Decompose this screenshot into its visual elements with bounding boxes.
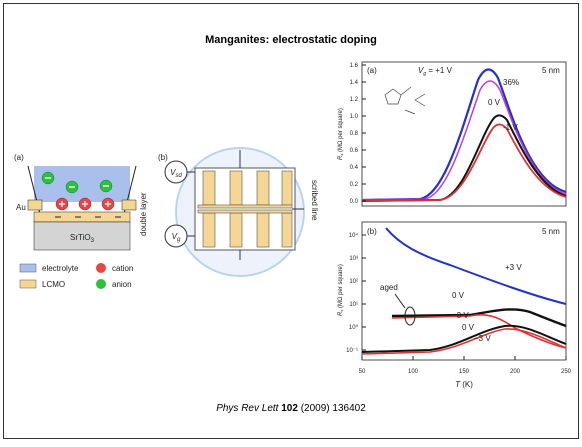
curve — [361, 123, 567, 202]
annotation: −3 V — [452, 311, 469, 320]
substrate-label: SrTiO3 — [70, 233, 95, 244]
annotation: Vg = +1 V — [418, 66, 453, 77]
electrolyte — [34, 166, 130, 202]
y-tick-label: 10¹ — [349, 302, 358, 308]
x-tick-label: 50 — [359, 369, 366, 375]
scribed-label: scribed line — [310, 180, 319, 221]
curve — [361, 328, 567, 355]
legend-swatch — [96, 263, 106, 273]
annotation: -1 V — [503, 123, 518, 132]
annotation: aged — [380, 283, 398, 292]
annotation: 0 V — [452, 291, 465, 300]
legend-label: LCMO — [42, 280, 65, 289]
curve — [385, 227, 567, 305]
au-pad — [121, 199, 137, 211]
x-tick-label: 150 — [459, 369, 470, 375]
legend-swatch — [19, 279, 37, 289]
x-tick-label: 250 — [561, 369, 572, 375]
y-tick-label: 1.6 — [350, 63, 359, 69]
au-label: Au — [16, 203, 26, 212]
y-axis-label: Rs (MΩ per square) — [338, 264, 344, 316]
curve — [361, 80, 567, 201]
y-tick-label: 1.4 — [350, 80, 359, 86]
y-tick-label: 10⁻¹ — [346, 348, 358, 354]
y-tick-label: 10² — [349, 279, 358, 285]
citation: Phys Rev Lett 102 (2009) 136402 — [216, 403, 366, 414]
schematic-a: (a) Au SrTiO3 double layer electrolyte c… — [14, 153, 148, 289]
terminal — [164, 160, 188, 184]
annotation: 5 nm — [542, 227, 560, 236]
panel-label: (b) — [367, 227, 377, 236]
vg-label: Vg — [172, 232, 181, 243]
y-tick-label: 0.2 — [350, 182, 359, 188]
annotation: 5 nm — [542, 66, 560, 75]
x-tick-label: 200 — [510, 369, 521, 375]
panel-label: (a) — [367, 66, 377, 75]
wires — [185, 150, 304, 260]
annotation: 36% — [503, 78, 519, 87]
y-tick-label: 1.2 — [350, 97, 359, 103]
aged-marker — [404, 306, 416, 326]
substrate — [33, 221, 131, 251]
fingers — [197, 170, 293, 248]
annotation: −3 V — [474, 334, 491, 343]
y-tick-label: 1.0 — [350, 114, 359, 120]
annotation: 0 V — [462, 323, 475, 332]
y-axis-label: Rs (MΩ per square) — [338, 108, 344, 160]
curve — [361, 324, 567, 353]
y-tick-label: 0.6 — [350, 148, 359, 154]
au-pad — [27, 199, 43, 211]
y-tick-label: 10⁰ — [349, 324, 359, 331]
terminal — [164, 224, 188, 248]
plot-frame — [361, 61, 567, 207]
legend-swatch — [19, 263, 37, 273]
panel-label: (a) — [14, 153, 24, 162]
molecule — [384, 86, 426, 115]
legend-label: electrolyte — [42, 264, 79, 273]
y-tick-label: 10⁴ — [349, 232, 359, 239]
y-tick-label: 0.8 — [350, 131, 359, 137]
plus-signs — [59, 201, 111, 207]
legend-swatch — [96, 279, 106, 289]
annotation: 0 V — [488, 98, 501, 107]
schematic-b: (b) Vsd Vg scribed line — [158, 147, 319, 277]
x-axis-label: T (K) — [455, 380, 473, 389]
annotation: +3 V — [505, 263, 522, 272]
x-tick-label: 100 — [408, 369, 419, 375]
plots: (a) Vg = +1 V 5 nm 36% 0 V -1 V (b) 5 nm… — [338, 61, 572, 389]
legend-label: anion — [112, 280, 132, 289]
curve — [391, 313, 567, 349]
minus-signs — [45, 177, 109, 188]
double-layer: double layer — [139, 192, 148, 236]
y-tick-label: 0.0 — [350, 199, 359, 205]
legend-label: cation — [112, 264, 133, 273]
curve — [361, 114, 567, 202]
curve — [391, 308, 567, 328]
title: Manganites: electrostatic doping — [205, 34, 377, 46]
panel-label: (b) — [158, 153, 168, 162]
vsd-label: Vsd — [170, 168, 182, 179]
curve — [361, 68, 567, 202]
pointer — [394, 293, 406, 309]
y-tick-label: 10³ — [349, 256, 358, 262]
y-tick-label: 0.4 — [350, 165, 359, 171]
